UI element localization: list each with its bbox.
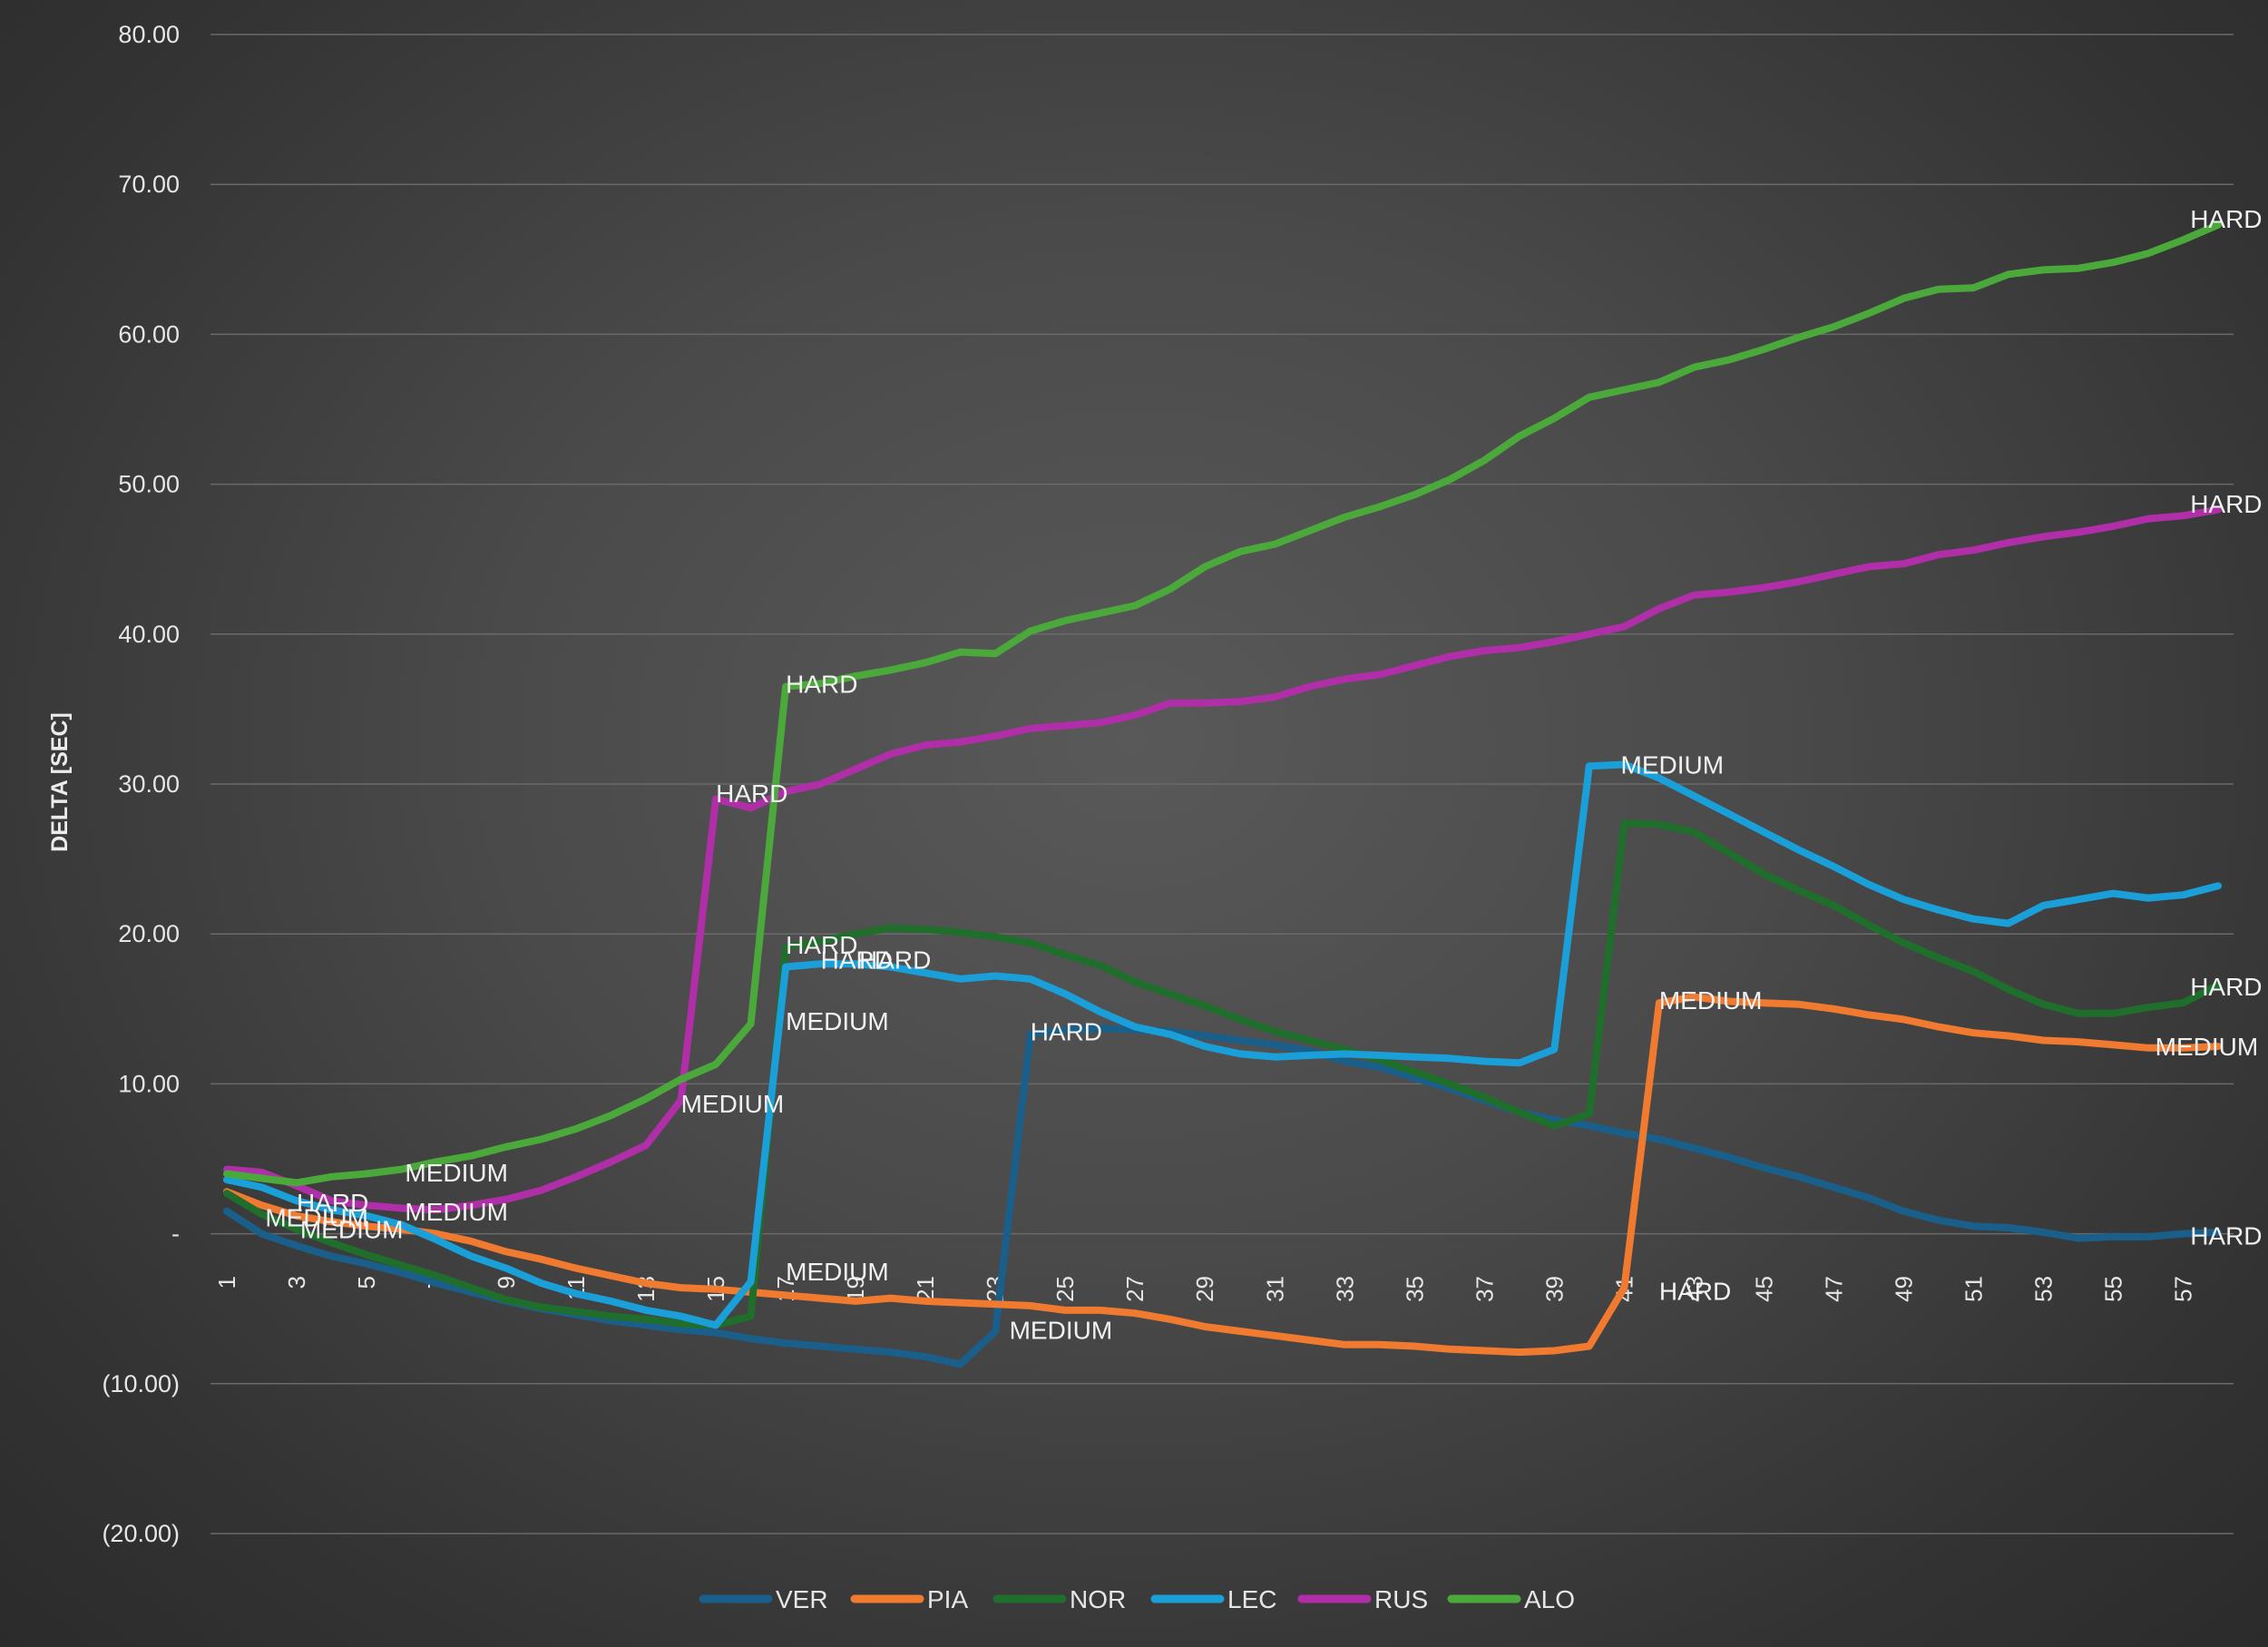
y-tick-label: 10.00 (118, 1070, 180, 1097)
tyre-label: MEDIUM (405, 1198, 508, 1226)
tyre-label: HARD (821, 946, 893, 974)
y-tick-label: 70.00 (118, 171, 180, 198)
x-tick-label: 53 (2029, 1276, 2057, 1302)
y-tick-label: (10.00) (102, 1370, 180, 1397)
tyre-label: HARD (786, 670, 857, 698)
x-tick-label: 33 (1331, 1276, 1358, 1302)
series-line-rus (223, 505, 2222, 1214)
tyre-label: HARD (1659, 1277, 1731, 1305)
tyre-label: HARD (716, 779, 787, 808)
y-tick-label: 60.00 (118, 320, 180, 348)
x-tick-label: 9 (493, 1276, 520, 1289)
x-tick-label: 5 (353, 1276, 380, 1289)
legend-label-pia: PIA (927, 1585, 968, 1613)
y-tick-label: (20.00) (102, 1520, 180, 1547)
y-tick-label: 50.00 (118, 471, 180, 498)
x-tick-label: 43 (1680, 1276, 1707, 1302)
y-tick-label: 30.00 (118, 770, 180, 798)
x-tick-label: 25 (1051, 1276, 1079, 1302)
tyre-label: MEDIUM (786, 1007, 889, 1035)
series-line-lec (223, 760, 2222, 1329)
y-tick-label: - (171, 1221, 180, 1248)
y-axis-label: DELTA [SEC] (47, 712, 73, 852)
x-tick-label: 39 (1540, 1276, 1568, 1302)
tyre-label: HARD (297, 1189, 368, 1217)
x-tick-label: 55 (2099, 1276, 2126, 1302)
x-tick-label: 51 (1960, 1276, 1987, 1302)
x-tick-label: 47 (1820, 1276, 1847, 1302)
x-tick-label: 31 (1261, 1276, 1288, 1302)
y-axis-ticks: 80.00 70.00 60.00 50.00 40.00 30.00 20.00 10.00… (102, 21, 180, 1547)
x-axis-ticks: 1 3 5 7 9 11 13 15 17 19 21 23 25 27 29 31 33 35 37 39 41 43 4… (213, 1276, 2196, 1302)
series-lines (223, 221, 2222, 1368)
tyre-annotations: MEDIUMHARDMEDIUMMEDIUMMEDIUMMEDIUMHARDHA… (265, 205, 2262, 1344)
y-tick-label: 40.00 (118, 621, 180, 648)
legend-label-lec: LEC (1227, 1585, 1276, 1613)
tyre-label: MEDIUM (786, 1258, 889, 1286)
tyre-label: MEDIUM (681, 1090, 785, 1118)
legend-label-ver: VER (776, 1585, 828, 1613)
tyre-label: MEDIUM (1659, 986, 1763, 1015)
x-tick-label: 3 (283, 1276, 310, 1289)
x-tick-label: 27 (1121, 1276, 1149, 1302)
y-tick-label: 80.00 (118, 21, 180, 48)
tyre-label: MEDIUM (265, 1203, 368, 1231)
tyre-label: HARD (859, 946, 931, 974)
legend: VER PIA NOR LEC RUS ALO (699, 1585, 1575, 1613)
x-tick-label: 57 (2169, 1276, 2196, 1302)
tyre-label: HARD (1031, 1018, 1102, 1046)
tyre-label: HARD (2190, 490, 2262, 518)
x-tick-label: 35 (1401, 1276, 1428, 1302)
series-line-alo (223, 221, 2222, 1187)
x-tick-label: 45 (1750, 1276, 1777, 1302)
tyre-label: HARD (2190, 973, 2262, 1001)
x-tick-label: 1 (213, 1276, 240, 1289)
tyre-label: HARD (786, 931, 857, 959)
tyre-label: MEDIUM (300, 1216, 404, 1244)
legend-label-alo: ALO (1524, 1585, 1575, 1613)
legend-label-rus: RUS (1374, 1585, 1428, 1613)
tyre-label: HARD (2190, 1221, 2262, 1250)
legend-label-nor: NOR (1070, 1585, 1126, 1613)
series-line-nor (223, 819, 2222, 1329)
tyre-label: HARD (2190, 205, 2262, 233)
y-tick-label: 20.00 (118, 920, 180, 947)
tyre-label: MEDIUM (1621, 751, 1725, 779)
series-line-pia (223, 993, 2222, 1357)
gridlines (210, 34, 2234, 1534)
tyre-label: MEDIUM (1010, 1316, 1113, 1344)
x-tick-label: 49 (1890, 1276, 1917, 1302)
tyre-label: MEDIUM (2156, 1033, 2259, 1061)
x-tick-label: 29 (1191, 1276, 1218, 1302)
tyre-label: MEDIUM (405, 1159, 508, 1187)
x-tick-label: 37 (1471, 1276, 1498, 1302)
